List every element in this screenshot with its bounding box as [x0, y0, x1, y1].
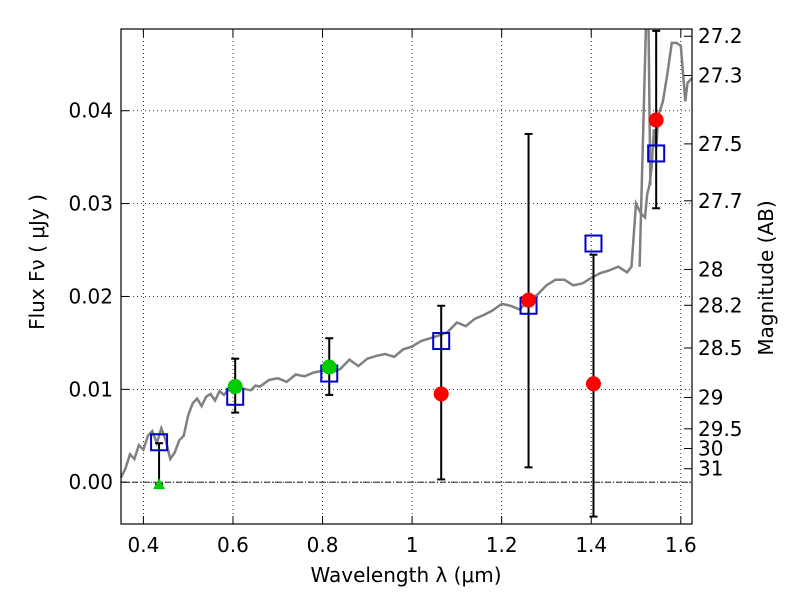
right-tick-label: 30	[698, 436, 723, 460]
x-tick-label: 1	[406, 533, 419, 557]
x-tick-label: 1.6	[665, 533, 697, 557]
plot-frame	[120, 28, 693, 525]
y-tick-label: 0.03	[68, 192, 113, 216]
nondetection-point	[433, 386, 449, 402]
right-tick-label: 29.5	[698, 417, 743, 441]
upper-limit-triangle	[153, 478, 166, 490]
x-tick-label: 0.6	[217, 533, 249, 557]
model-square-point	[584, 234, 603, 253]
nondetection-point	[521, 292, 537, 308]
errorbar-layer	[155, 29, 661, 518]
nondetection-point	[585, 376, 601, 392]
right-tick-label: 27.2	[698, 24, 743, 48]
detection-point	[321, 359, 337, 375]
model-square-point	[647, 144, 666, 163]
spectrum-line	[119, 41, 693, 479]
right-tick-label: 29	[698, 386, 723, 410]
right-tick-label: 31	[698, 457, 723, 481]
x-tick-label: 0.8	[307, 533, 339, 557]
model-square-point	[150, 433, 169, 452]
x-tick-label: 1.2	[486, 533, 518, 557]
marker-layer	[150, 112, 666, 490]
detection-point	[227, 379, 243, 395]
y-axis-title: Flux Fν ( μJy )	[25, 194, 49, 330]
right-tick-label: 27.3	[698, 64, 743, 88]
spectrum-layer	[119, 28, 693, 479]
tick-label-layer: 0.4 0.6 0.8 1 1.2 1.4 1.6 0.00 0.01 0.02 0.03 0.04 2…	[68, 24, 742, 557]
grid-lines	[121, 29, 692, 524]
y-tick-label: 0.02	[68, 284, 113, 308]
y-tick-label: 0.01	[68, 377, 113, 401]
right-tick-label: 27.5	[698, 132, 743, 156]
tick-layer	[121, 29, 692, 524]
y-tick-label: 0.04	[68, 99, 113, 123]
spectrum-spike-left	[638, 28, 648, 267]
right-tick-label: 28.2	[698, 293, 743, 317]
nondetection-point	[648, 112, 664, 128]
y-tick-label: 0.00	[68, 470, 113, 494]
spectrum-spike-right	[647, 28, 652, 186]
x-tick-label: 0.4	[127, 533, 159, 557]
right-tick-label: 28	[698, 257, 723, 281]
model-square-point	[432, 332, 451, 351]
right-axis-title: Magnitude (AB)	[754, 200, 778, 355]
x-tick-label: 1.4	[575, 533, 607, 557]
right-tick-label: 27.7	[698, 189, 743, 213]
x-axis-title: Wavelength λ (μm)	[310, 563, 501, 587]
right-tick-label: 28.5	[698, 336, 743, 360]
